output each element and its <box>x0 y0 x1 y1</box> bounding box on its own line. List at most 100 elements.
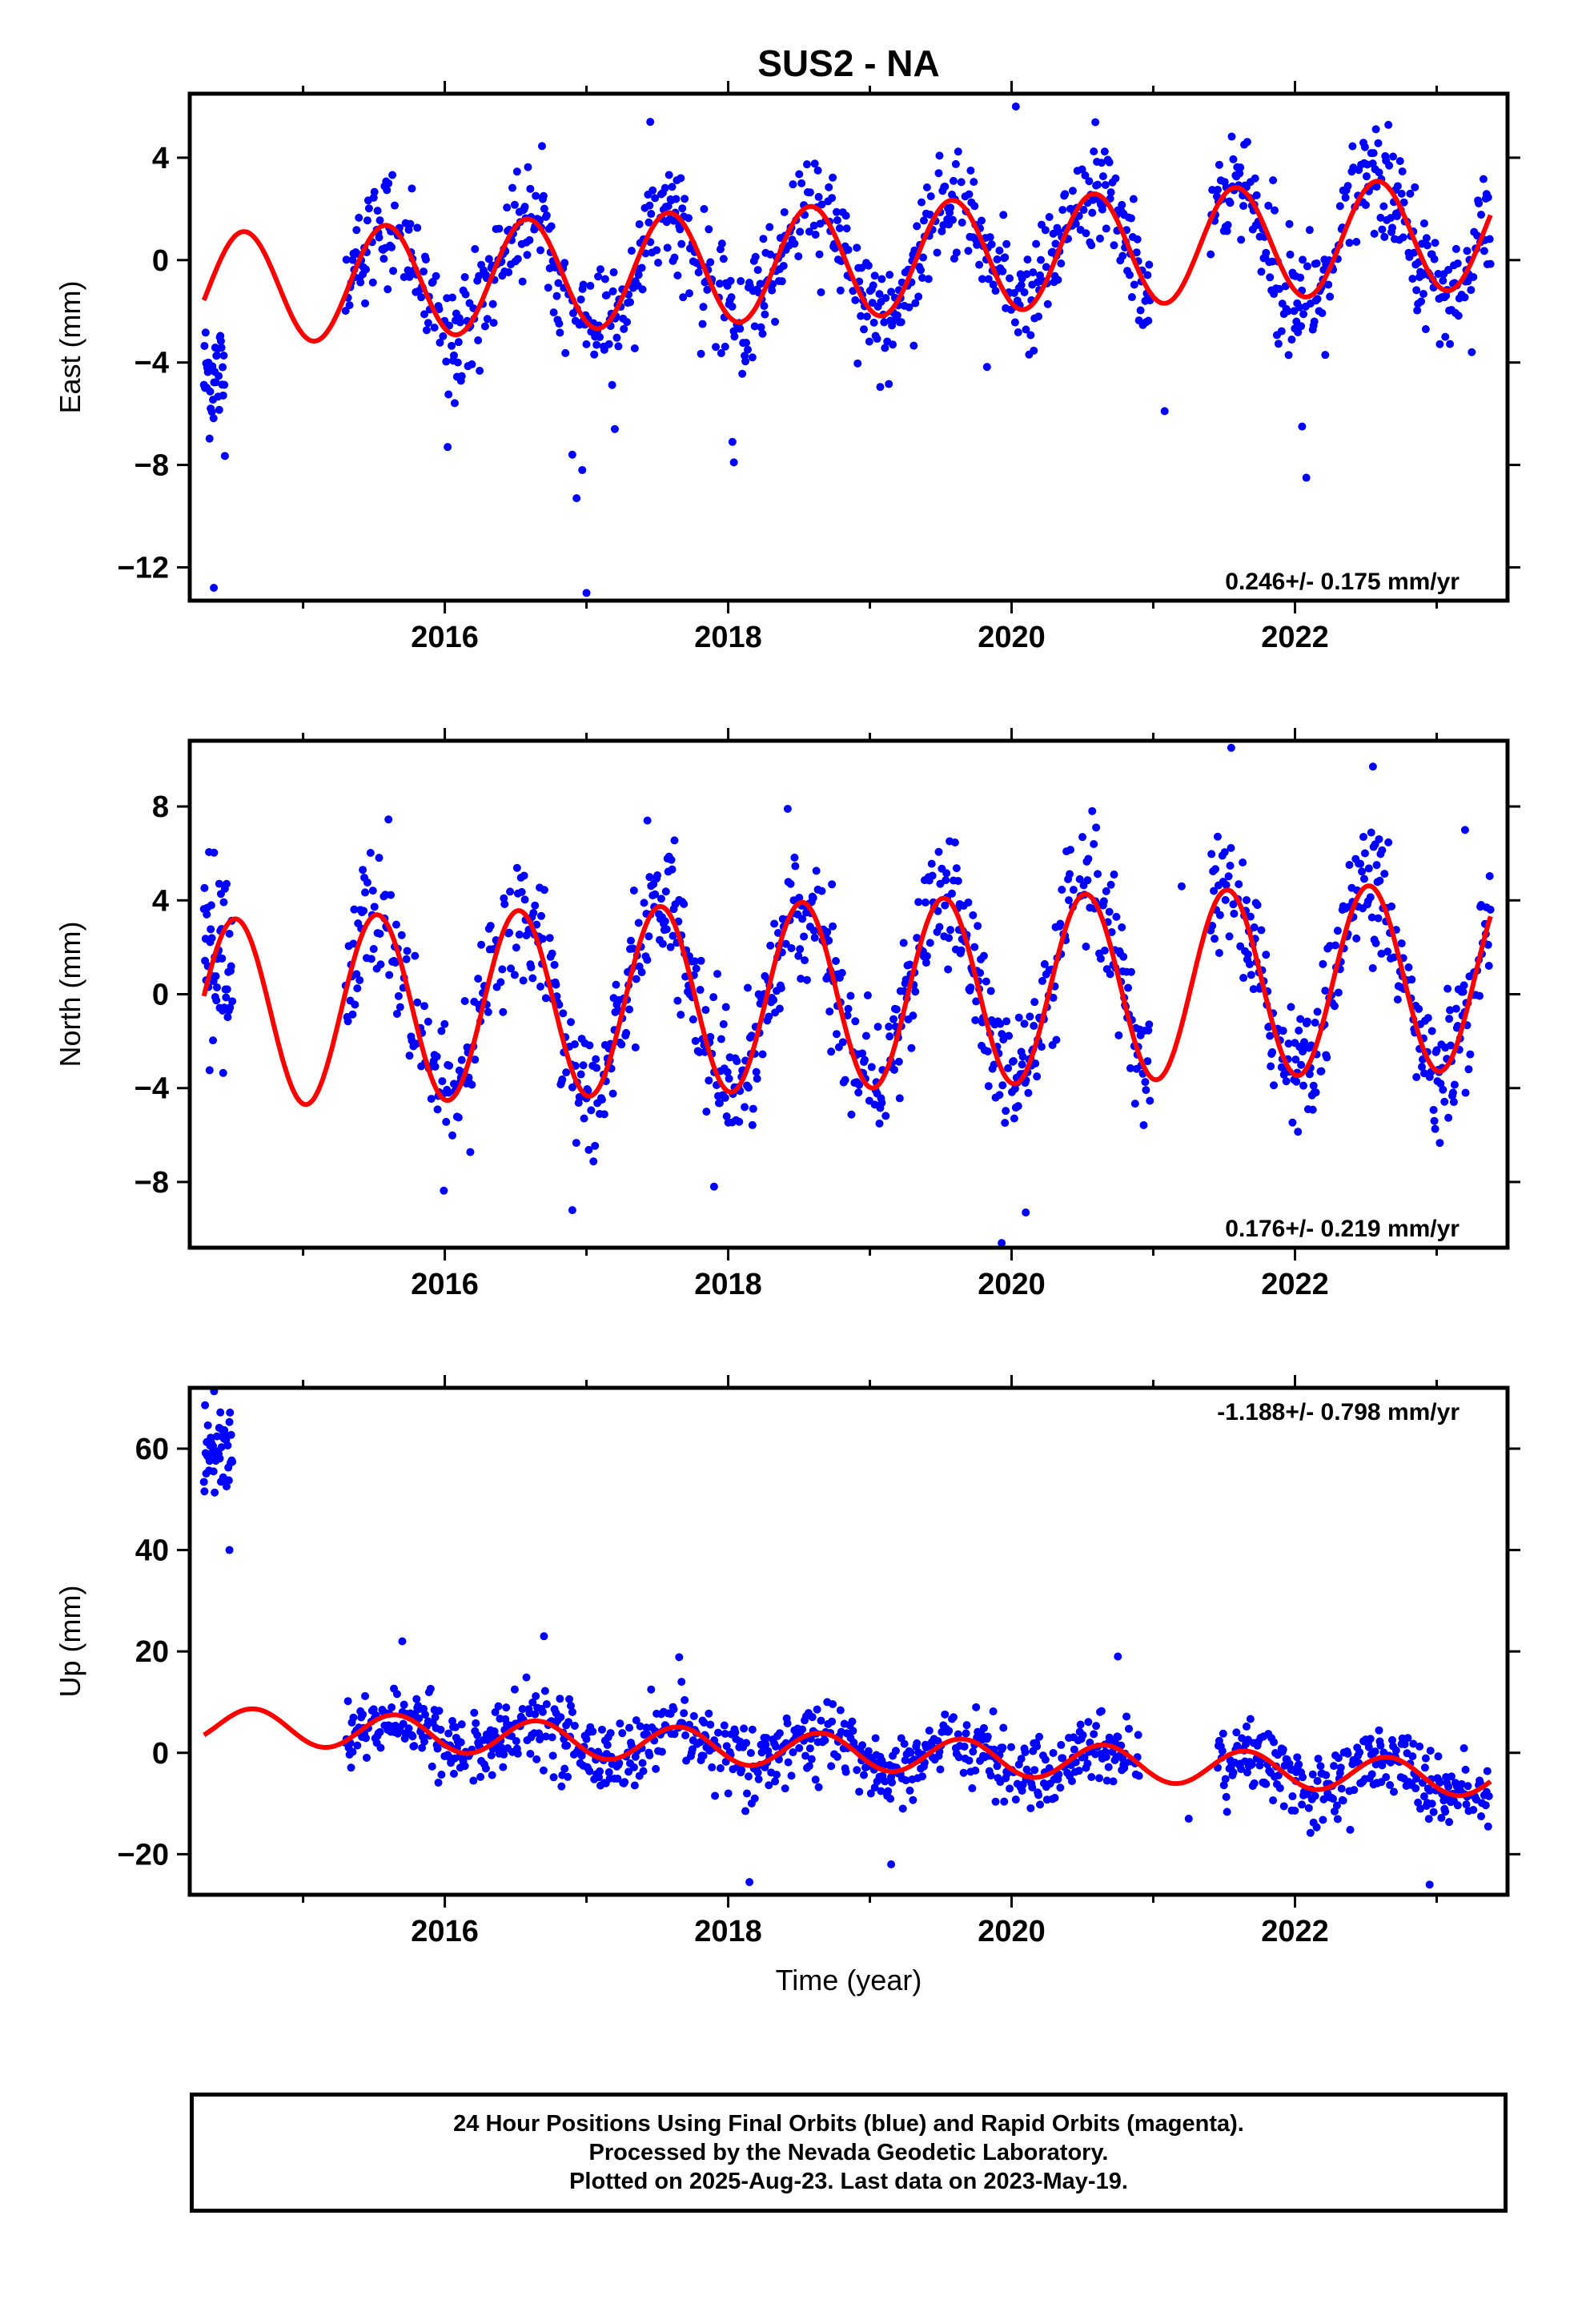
data-point <box>405 1051 414 1060</box>
data-point <box>681 1731 690 1740</box>
data-point <box>1099 897 1108 906</box>
data-point <box>1441 332 1450 341</box>
data-point <box>669 1705 678 1714</box>
data-point <box>1429 1105 1438 1114</box>
data-point <box>784 1758 793 1767</box>
data-point <box>1030 998 1039 1007</box>
data-point <box>1136 306 1145 315</box>
data-point <box>1257 926 1266 935</box>
data-point <box>349 1713 358 1722</box>
data-point <box>1476 211 1485 219</box>
data-point <box>1249 985 1258 994</box>
data-point <box>701 1006 710 1015</box>
data-point <box>942 869 951 878</box>
data-point <box>662 925 671 934</box>
data-point <box>1374 914 1383 923</box>
data-point <box>1358 867 1367 876</box>
data-point <box>787 1771 796 1780</box>
data-point <box>1374 139 1383 147</box>
data-point <box>1026 1803 1035 1812</box>
data-point <box>989 280 998 289</box>
data-point <box>644 218 653 227</box>
data-point <box>1387 1758 1395 1767</box>
data-point <box>612 333 621 342</box>
data-point <box>1420 1763 1429 1772</box>
data-point <box>366 848 375 857</box>
data-point <box>705 1076 713 1085</box>
data-point <box>851 1017 860 1026</box>
data-points <box>199 743 1495 1248</box>
data-point <box>652 1764 661 1773</box>
data-point <box>620 324 628 333</box>
data-point <box>658 939 667 948</box>
data-point <box>1476 991 1484 1000</box>
data-point <box>753 1768 762 1777</box>
data-point <box>528 974 537 983</box>
data-point <box>1080 1753 1089 1762</box>
data-point <box>541 994 550 1003</box>
data-point <box>1463 247 1472 255</box>
data-point <box>945 1727 954 1735</box>
data-point <box>1274 1771 1283 1779</box>
data-point <box>637 263 646 272</box>
data-point <box>677 1011 685 1019</box>
data-point <box>847 1110 856 1119</box>
data-point <box>638 285 647 294</box>
data-point <box>342 255 351 264</box>
data-point <box>219 1068 227 1077</box>
data-point <box>1408 275 1417 283</box>
outlier-point <box>1184 1815 1193 1823</box>
data-point <box>762 1734 771 1743</box>
data-point <box>833 1752 841 1761</box>
data-point <box>1266 1031 1275 1040</box>
data-point <box>901 1776 910 1785</box>
data-point <box>754 1775 763 1783</box>
data-point <box>1294 328 1303 336</box>
data-point <box>898 1804 907 1813</box>
data-point <box>591 1141 600 1150</box>
data-point <box>1105 158 1114 167</box>
data-point <box>705 1709 713 1718</box>
outlier-point <box>729 458 738 467</box>
data-point <box>966 167 975 175</box>
data-point <box>640 899 648 907</box>
data-point <box>614 342 623 351</box>
data-point <box>608 287 617 296</box>
data-point <box>200 883 209 892</box>
data-point <box>476 1772 485 1781</box>
data-point <box>715 279 724 288</box>
data-point <box>1000 1797 1009 1806</box>
data-point <box>540 1687 549 1695</box>
data-point <box>1333 1815 1342 1823</box>
data-point <box>1245 960 1254 969</box>
data-point <box>876 383 885 392</box>
data-point <box>812 866 821 875</box>
data-point <box>1010 1084 1019 1093</box>
data-point <box>1001 253 1010 262</box>
data-point <box>645 873 654 882</box>
data-point <box>472 1719 480 1727</box>
data-point <box>1479 175 1488 183</box>
data-point <box>391 920 400 929</box>
data-point <box>875 290 884 299</box>
data-point <box>1079 206 1088 215</box>
data-point <box>426 1684 435 1693</box>
data-point <box>1229 900 1238 909</box>
data-point <box>1436 1080 1445 1088</box>
data-point <box>211 1488 219 1497</box>
data-point <box>1215 948 1223 957</box>
data-point <box>461 290 470 299</box>
data-point <box>440 1186 448 1195</box>
data-point <box>1270 1738 1279 1747</box>
data-point <box>643 955 652 964</box>
data-point <box>1223 220 1232 229</box>
outlier-point <box>398 1637 407 1646</box>
data-point <box>203 910 211 919</box>
data-point <box>716 1764 725 1773</box>
plot-frame <box>187 91 1510 603</box>
data-point <box>1422 234 1431 243</box>
data-point <box>1425 1786 1434 1795</box>
data-point <box>1417 297 1426 306</box>
data-point <box>1317 1067 1326 1076</box>
data-point <box>576 1070 585 1079</box>
